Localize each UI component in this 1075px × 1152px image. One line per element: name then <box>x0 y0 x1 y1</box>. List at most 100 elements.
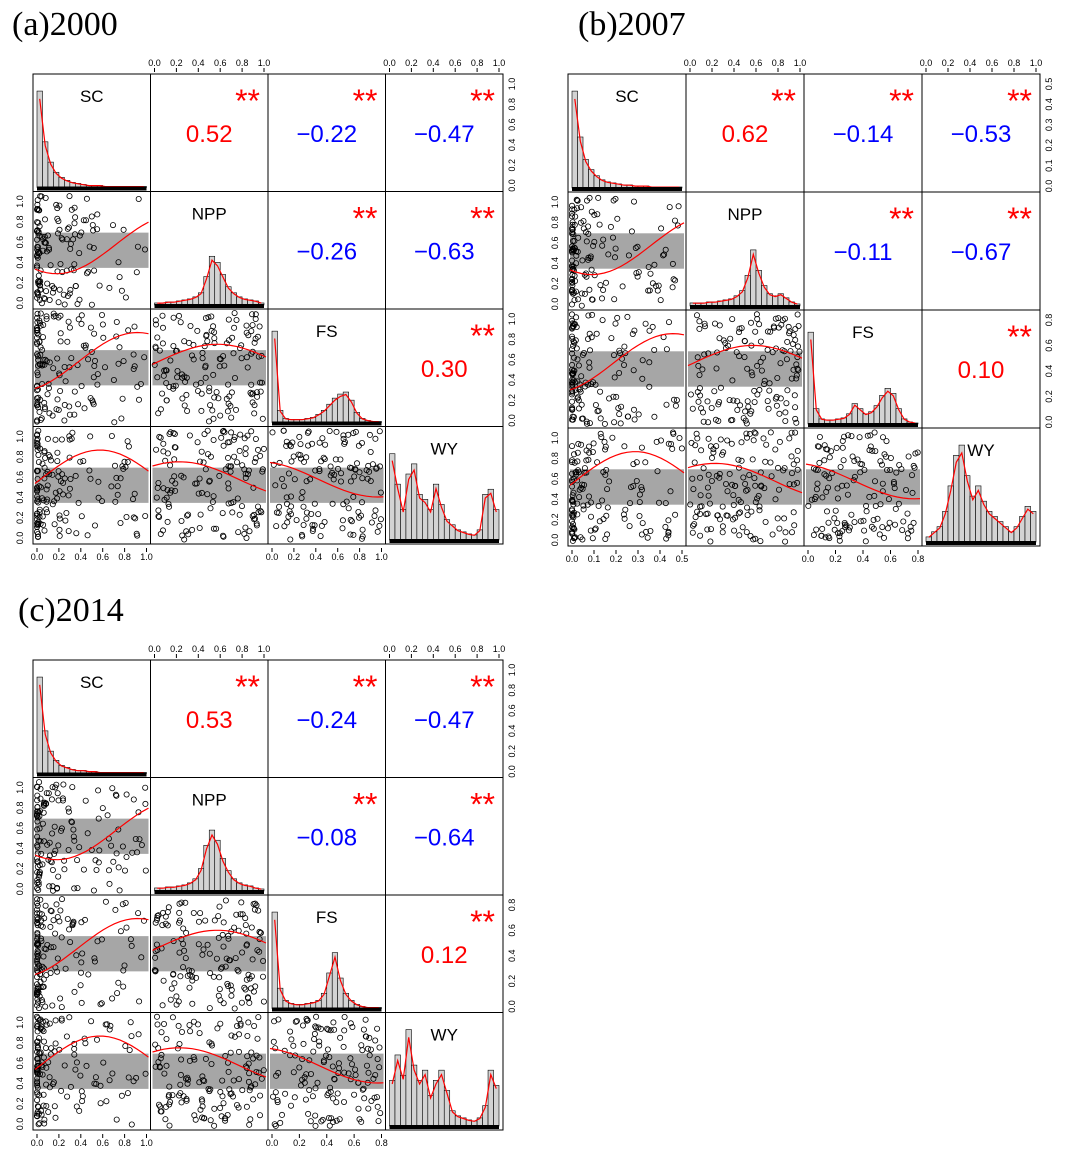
scatter-point <box>586 420 593 427</box>
scatter-point <box>196 1030 203 1037</box>
scatter-point <box>225 316 232 323</box>
scatter-point <box>783 400 790 407</box>
scatter-point <box>85 356 92 363</box>
scatter-point <box>210 415 217 422</box>
right-tick-label: 0.6 <box>507 118 517 131</box>
rug-marks <box>154 890 264 894</box>
scatter-point <box>142 800 149 807</box>
scatter-point <box>635 269 642 276</box>
histogram-bar <box>326 972 333 1009</box>
scatter-point <box>39 513 46 520</box>
scatter-point <box>189 1000 196 1007</box>
scatter-point <box>603 279 610 286</box>
scatter-point <box>316 466 323 473</box>
scatter-point <box>135 1031 142 1038</box>
scatter-point <box>142 513 149 520</box>
scatter-point <box>316 468 323 475</box>
scatter-point <box>716 322 723 329</box>
scatter-point <box>35 291 42 298</box>
scatter-point <box>569 361 576 368</box>
scatter-point <box>784 338 791 345</box>
scatter-point <box>114 491 121 498</box>
scatter-point <box>569 320 576 327</box>
scatter-point <box>670 276 677 283</box>
scatter-point <box>243 354 250 361</box>
scatter-point <box>571 451 578 458</box>
scatter-point <box>604 504 611 511</box>
scatter-point <box>307 1118 314 1125</box>
scatter-point <box>569 267 576 274</box>
scatter-point <box>782 417 789 424</box>
bottom-tick-label: 0.8 <box>353 552 366 562</box>
scatter-point <box>59 236 66 243</box>
scatter-point <box>734 406 741 413</box>
scatter-point <box>616 411 623 418</box>
scatter-point <box>194 439 201 446</box>
scatter-point <box>631 327 638 334</box>
scatter-point <box>81 405 88 412</box>
scatter-point <box>35 427 42 434</box>
right-tick-label: 1.0 <box>507 664 517 677</box>
scatter-point <box>605 251 612 258</box>
scatter-point <box>569 245 576 252</box>
scatter-point <box>348 465 355 472</box>
scatter-point <box>374 528 381 535</box>
scatter-point <box>645 263 652 270</box>
scatter-point <box>202 315 209 322</box>
scatter-point <box>318 458 325 465</box>
scatter-point <box>157 531 164 538</box>
scatter-point <box>55 299 62 306</box>
scatter-point <box>34 484 41 491</box>
scatter-point <box>569 457 576 464</box>
scatter-point <box>280 483 287 490</box>
scatter-point <box>215 992 222 999</box>
scatter-point <box>49 867 56 874</box>
scatter-point <box>178 371 185 378</box>
scatter-point <box>575 362 582 369</box>
scatter-point <box>34 439 41 446</box>
scatter-point <box>251 516 258 523</box>
scatter-point <box>34 319 41 326</box>
scatter-point <box>275 509 282 516</box>
variable-label: NPP <box>192 205 227 224</box>
scatter-point <box>356 514 363 521</box>
histogram-bar <box>214 839 221 892</box>
scatter-point <box>639 357 646 364</box>
scatter-point <box>71 261 78 268</box>
rug-marks <box>808 423 918 427</box>
top-tick-label: 1.0 <box>258 58 271 68</box>
scatter-point <box>171 444 178 451</box>
right-tick-label: 0.0 <box>507 179 517 192</box>
scatter-point <box>110 222 117 229</box>
scatter-point <box>65 808 72 815</box>
scatter-point <box>34 262 41 269</box>
scatter-point <box>35 356 42 363</box>
scatter-point <box>571 367 578 374</box>
left-tick-label: 0.8 <box>15 451 25 464</box>
scatter-point <box>159 340 166 347</box>
scatter-point <box>569 498 576 505</box>
scatter-point <box>687 391 694 398</box>
scatter-point <box>82 797 89 804</box>
scatter-point <box>100 334 107 341</box>
scatter-point <box>583 238 590 245</box>
scatter-point <box>241 435 248 442</box>
scatter-point <box>577 219 584 226</box>
scatter-point <box>141 354 148 361</box>
scatter-point <box>293 517 300 524</box>
scatter-point <box>78 999 85 1006</box>
scatter-point <box>578 302 585 309</box>
scatter-point <box>41 399 48 406</box>
rug-marks <box>572 187 682 191</box>
scatter-point <box>169 1014 176 1021</box>
correlation-value: −0.64 <box>414 825 475 852</box>
scatter-point <box>597 430 604 437</box>
scatter-point <box>737 402 744 409</box>
scatter-point <box>614 314 621 321</box>
scatter-point <box>195 490 202 497</box>
scatter-point <box>619 283 626 290</box>
panel-title: (a)2000 <box>12 6 118 43</box>
left-tick-label: 0.6 <box>15 471 25 484</box>
scatter-point <box>724 488 731 495</box>
scatter-point <box>597 388 604 395</box>
